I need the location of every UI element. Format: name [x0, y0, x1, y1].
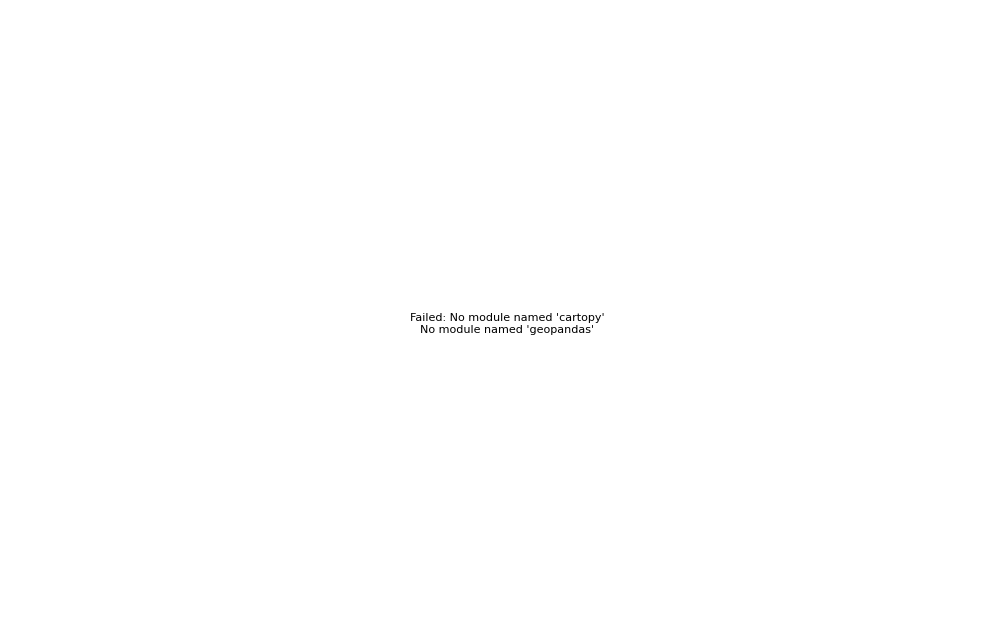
- Text: Failed: No module named 'cartopy'
No module named 'geopandas': Failed: No module named 'cartopy' No mod…: [410, 313, 605, 335]
